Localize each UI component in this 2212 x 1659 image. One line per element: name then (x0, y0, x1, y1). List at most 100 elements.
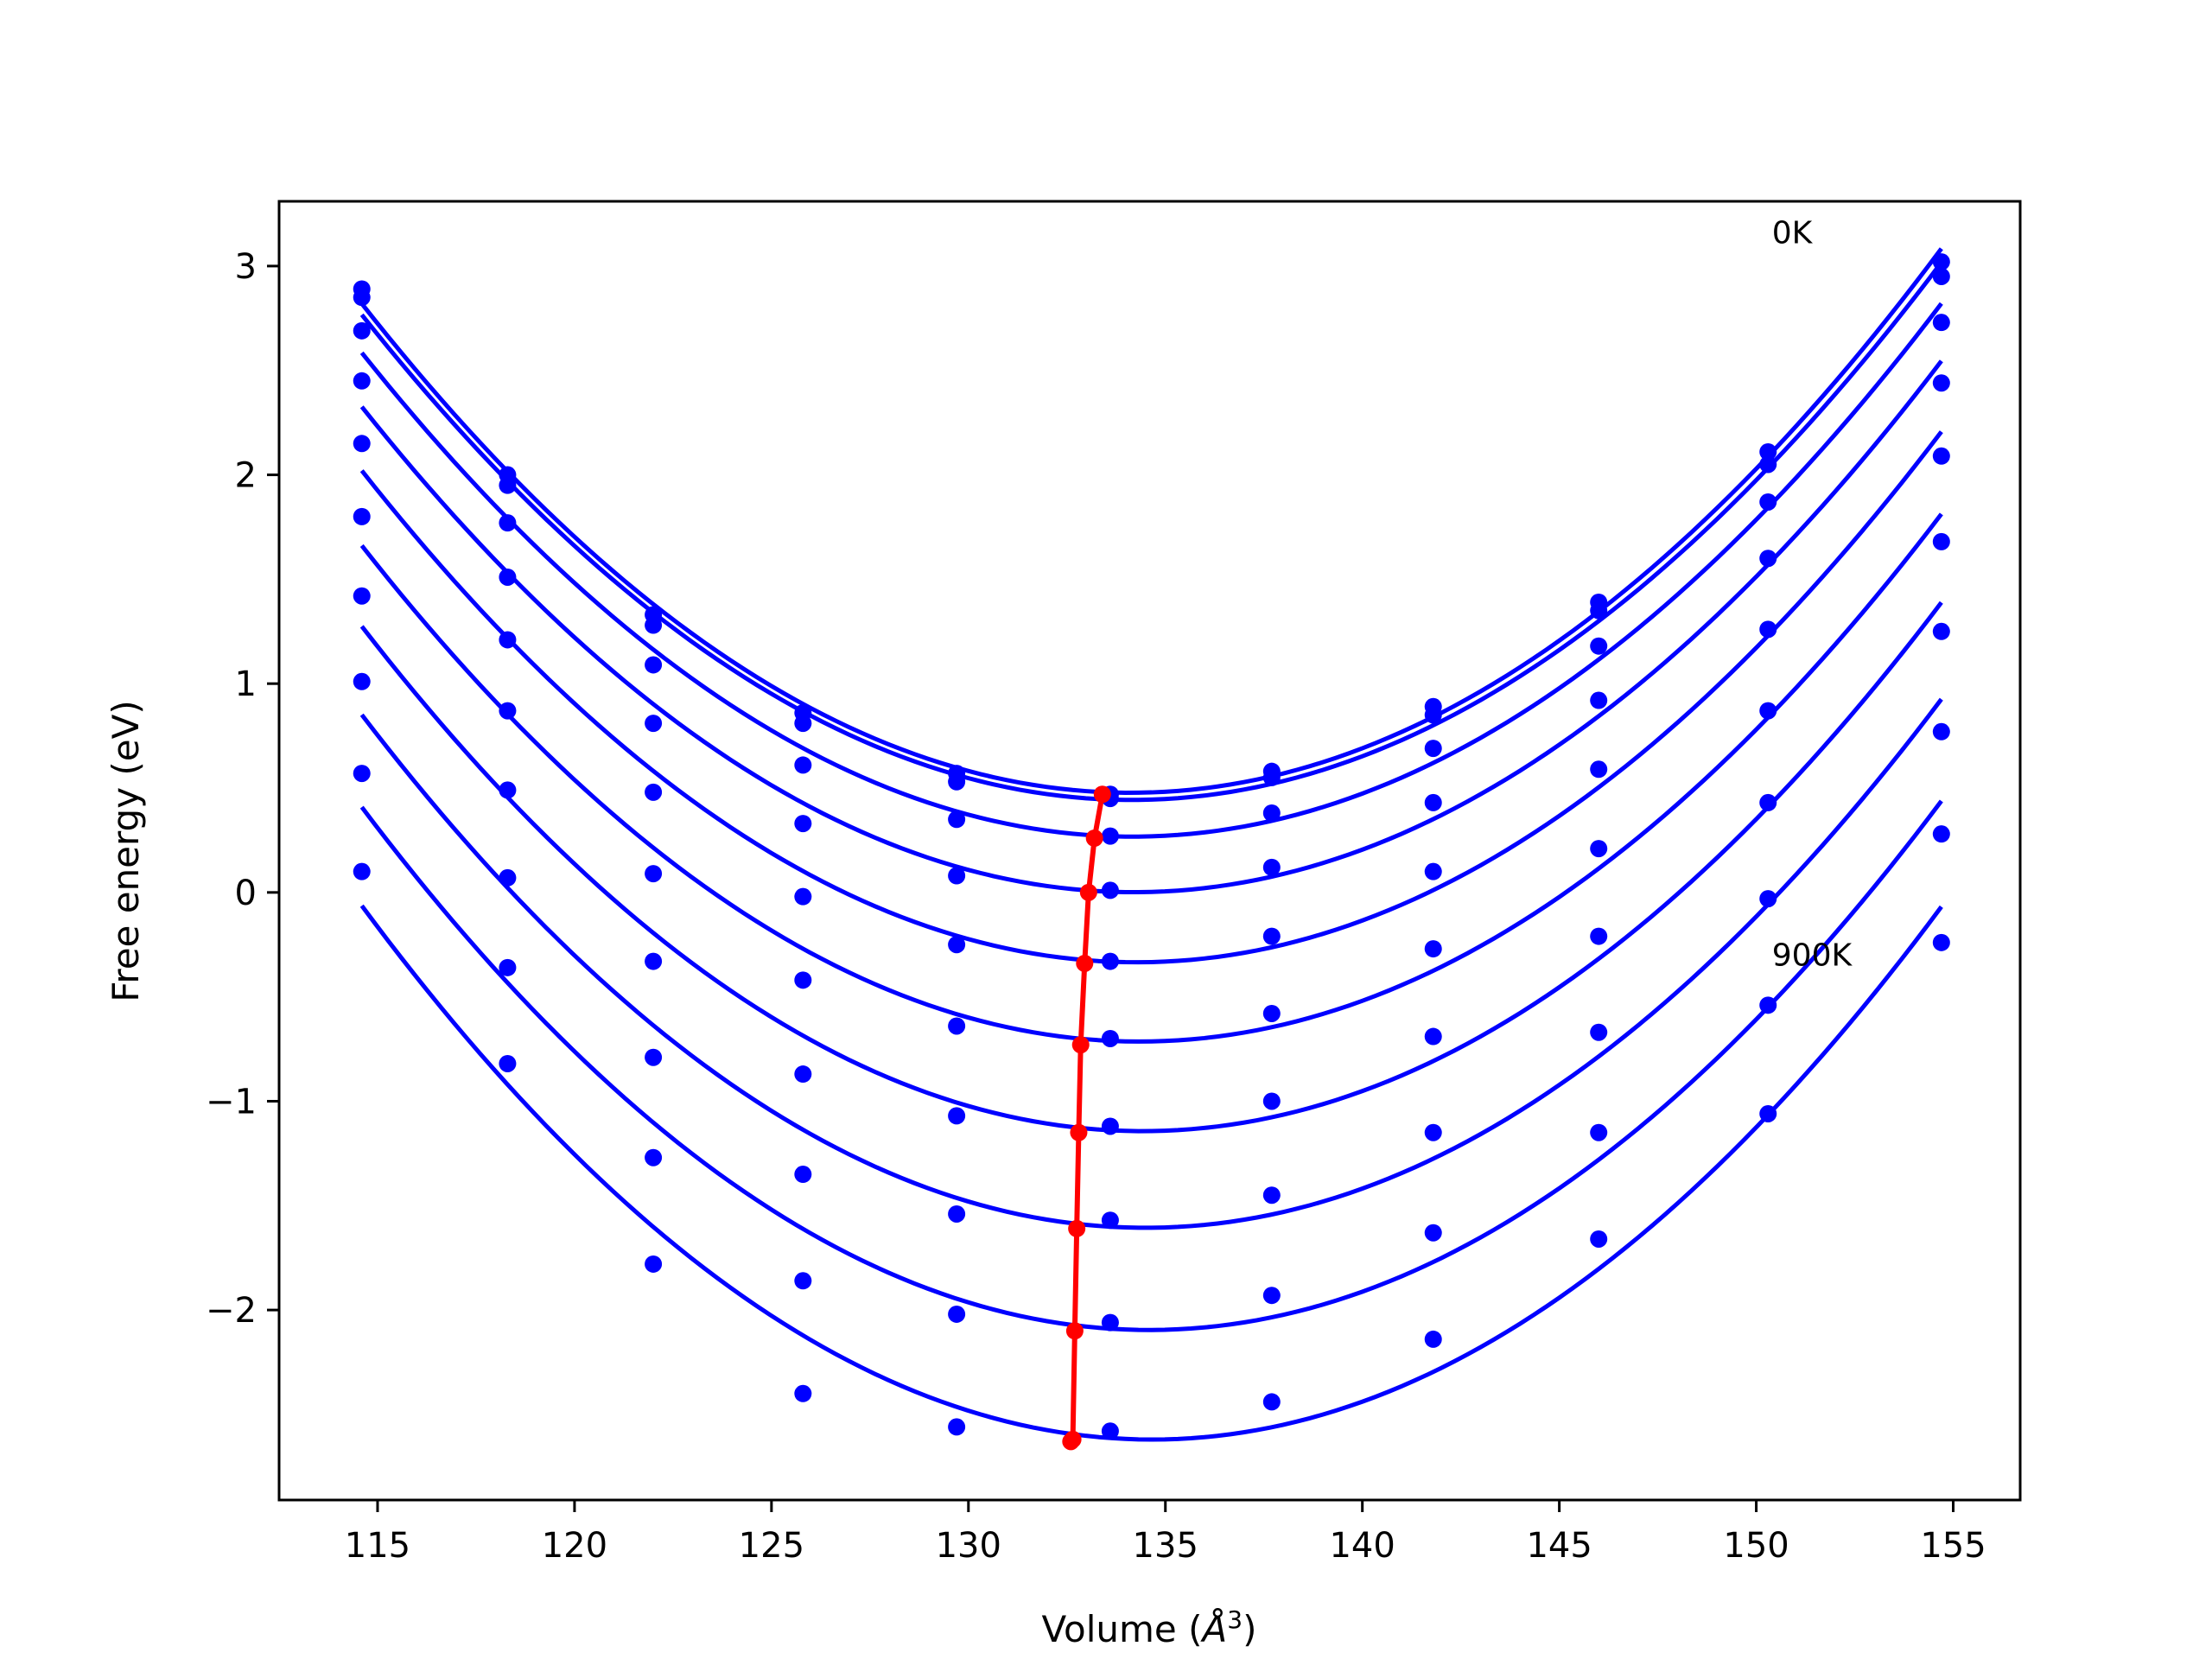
data-point (1424, 706, 1442, 724)
data-point (1262, 1393, 1281, 1411)
fit-curve-2 (359, 302, 1943, 839)
x-tick-label: 145 (1526, 1526, 1592, 1566)
x-tick-label: 115 (345, 1526, 410, 1566)
data-point (1590, 927, 1608, 945)
data-point (1590, 760, 1608, 779)
minimum-path-line (1069, 793, 1105, 1444)
data-point (1932, 267, 1950, 285)
temperature-annotation: 0K (1772, 215, 1814, 251)
data-point (645, 1048, 663, 1066)
data-point (794, 1166, 812, 1184)
x-tick-label: 140 (1329, 1526, 1395, 1566)
data-point (1262, 804, 1281, 823)
data-point (499, 868, 517, 887)
fit-curve-1 (359, 261, 1943, 803)
data-point (1262, 1092, 1281, 1110)
minimum-point (1079, 883, 1097, 901)
fit-curve-3 (359, 359, 1943, 895)
minimum-point (1071, 1036, 1090, 1054)
data-point (1590, 691, 1608, 709)
y-tick-label: −2 (206, 1291, 257, 1331)
data-point (1101, 1029, 1119, 1047)
data-point (948, 1418, 966, 1436)
minimum-point (1076, 954, 1094, 972)
data-point (948, 1205, 966, 1223)
minimum-point (1070, 1123, 1088, 1141)
y-tick-label: 0 (235, 874, 257, 913)
data-point (794, 887, 812, 906)
temperature-annotation: 900K (1772, 938, 1853, 973)
x-axis-label: Volume (Å3) (1042, 1605, 1257, 1651)
data-point (1590, 1123, 1608, 1141)
data-point (1424, 740, 1442, 758)
data-point (1590, 1230, 1608, 1248)
data-point (1759, 702, 1777, 720)
x-tick-label: 150 (1723, 1526, 1789, 1566)
minimum-point (1065, 1322, 1084, 1340)
data-point (1590, 840, 1608, 858)
data-point (1101, 1117, 1119, 1135)
data-point (353, 862, 371, 880)
minimum-point (1068, 1219, 1086, 1237)
data-point (1262, 1287, 1281, 1305)
data-point (645, 783, 663, 801)
data-point (1101, 1422, 1119, 1440)
data-point (353, 435, 371, 453)
data-point (948, 1305, 966, 1323)
data-point (794, 971, 812, 989)
data-point (1101, 827, 1119, 845)
y-axis-ticks: −2 −1 0 1 2 3 (206, 247, 279, 1331)
data-point (1101, 881, 1119, 899)
data-point (948, 1107, 966, 1125)
x-axis-ticks: 115 120 125 130 135 140 145 150 155 (345, 1500, 1986, 1566)
data-point (353, 321, 371, 340)
data-point (1759, 996, 1777, 1014)
y-axis-label: Free energy (eV) (105, 700, 147, 1002)
data-point (499, 568, 517, 586)
x-axis-label-unit: Å (1200, 1607, 1228, 1650)
data-point (499, 631, 517, 649)
data-point (1101, 1211, 1119, 1230)
data-point (1424, 1224, 1442, 1242)
data-point (1424, 1123, 1442, 1141)
data-point (1759, 442, 1777, 461)
data-point (1101, 1313, 1119, 1332)
fit-curve-6 (359, 601, 1943, 1134)
data-point (1932, 622, 1950, 640)
data-point (948, 772, 966, 791)
x-axis-label-text: Volume ( (1042, 1608, 1203, 1650)
data-point (1424, 1027, 1442, 1046)
data-point (1932, 825, 1950, 843)
data-point (353, 289, 371, 307)
data-point (499, 702, 517, 720)
data-point (1759, 890, 1777, 908)
data-point (1759, 620, 1777, 639)
data-point (645, 1148, 663, 1166)
data-point (1932, 447, 1950, 465)
data-point (794, 815, 812, 833)
annotations: 0K 900K (1772, 215, 1853, 973)
data-point (1590, 601, 1608, 620)
minimum-energy-path (1062, 785, 1111, 1451)
y-tick-label: −1 (206, 1082, 257, 1122)
data-point (645, 865, 663, 883)
data-point (794, 1065, 812, 1084)
data-point (1101, 952, 1119, 970)
fit-curve-7 (359, 697, 1943, 1230)
fit-curve-4 (359, 430, 1943, 965)
data-point (353, 672, 371, 690)
data-point (794, 715, 812, 733)
data-point (499, 514, 517, 532)
data-point (1424, 793, 1442, 811)
data-point (1262, 768, 1281, 786)
data-point (1424, 862, 1442, 880)
data-point (1759, 455, 1777, 474)
fit-curve-5 (359, 512, 1943, 1044)
data-point (499, 958, 517, 976)
data-point (1759, 550, 1777, 568)
data-point (1262, 927, 1281, 945)
minimum-point (1093, 785, 1111, 804)
data-point (1932, 253, 1950, 271)
data-point (794, 756, 812, 774)
data-point (499, 1054, 517, 1072)
